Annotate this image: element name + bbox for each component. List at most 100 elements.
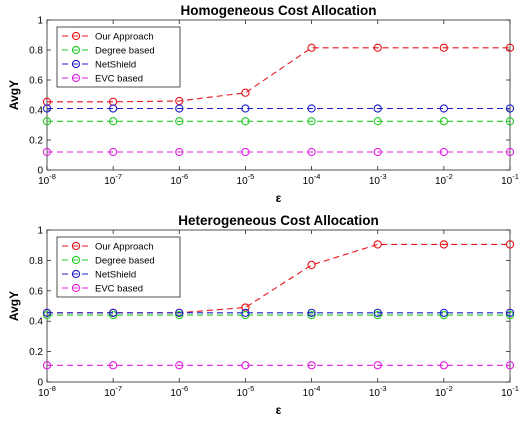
data-point <box>241 117 250 126</box>
data-point <box>307 104 316 113</box>
data-point <box>175 104 184 113</box>
legend-item: Our Approach <box>62 32 154 43</box>
legend-marker <box>71 241 81 251</box>
series-degree-based <box>42 310 515 320</box>
data-point <box>175 308 184 317</box>
legend-label: NetShield <box>95 270 136 281</box>
data-point <box>108 104 118 113</box>
series-netshield <box>42 308 515 317</box>
x-tick-label: 10-2 <box>435 172 453 187</box>
x-tick-label: 10-3 <box>369 384 387 399</box>
data-point <box>439 43 449 52</box>
x-axis-label: ε <box>276 403 282 417</box>
data-point <box>439 240 449 249</box>
y-tick-label: 0.6 <box>29 286 43 297</box>
data-point <box>373 308 382 317</box>
data-point <box>307 308 316 317</box>
y-tick-label: 0.6 <box>29 76 43 87</box>
x-tick-label: 10-2 <box>435 384 453 399</box>
y-tick-label: 1 <box>37 226 43 237</box>
data-point <box>241 310 250 320</box>
data-point <box>108 308 118 317</box>
legend-label: Degree based <box>95 256 155 267</box>
legend-label: NetShield <box>95 60 136 71</box>
data-point <box>439 117 449 126</box>
y-axis-label: AvgY <box>7 291 21 321</box>
data-point <box>505 117 515 126</box>
legend-item: EVC based <box>62 74 143 85</box>
x-tick-label: 10-1 <box>501 172 519 187</box>
data-point <box>42 310 52 320</box>
data-point <box>505 310 515 320</box>
chart-title: Homogeneous Cost Allocation <box>180 3 376 18</box>
data-point <box>307 260 316 270</box>
series-line <box>47 47 510 103</box>
x-tick-label: 10-6 <box>170 384 188 399</box>
data-point <box>439 361 449 370</box>
x-tick-label: 10-4 <box>303 384 321 399</box>
data-point <box>241 147 250 157</box>
y-tick-label: 1 <box>37 16 43 27</box>
data-point <box>307 147 316 157</box>
data-point <box>42 117 52 126</box>
legend-item: Our Approach <box>62 242 154 253</box>
legend-box <box>56 26 181 88</box>
y-tick-label: 0.8 <box>29 256 43 267</box>
legend-marker <box>71 255 81 265</box>
data-point <box>307 361 316 370</box>
data-point <box>108 310 118 320</box>
x-axis-label: ε <box>276 191 282 205</box>
data-point <box>108 361 118 370</box>
x-tick-label: 10-5 <box>237 384 255 399</box>
y-tick-label: 0.2 <box>29 347 43 358</box>
legend-item: NetShield <box>62 270 136 281</box>
y-tick-label: 0 <box>37 166 43 177</box>
legend-marker <box>71 45 81 55</box>
legend-label: Our Approach <box>95 242 154 253</box>
data-point <box>42 361 52 370</box>
y-tick-label: 0.4 <box>29 106 43 117</box>
data-point <box>505 104 515 113</box>
x-tick-label: 10-4 <box>303 172 321 187</box>
legend-item: EVC based <box>62 284 143 295</box>
data-point <box>175 147 184 157</box>
data-point <box>175 310 184 320</box>
data-point <box>307 43 316 52</box>
legend-marker <box>71 283 81 293</box>
data-point <box>307 117 316 126</box>
x-tick-label: 10-1 <box>501 384 519 399</box>
data-point <box>505 361 515 370</box>
y-tick-label: 0.2 <box>29 136 43 147</box>
legend-item: NetShield <box>62 60 136 71</box>
data-point <box>108 147 118 157</box>
legend-label: Our Approach <box>95 32 154 43</box>
data-point <box>42 308 52 317</box>
data-point <box>241 361 250 370</box>
data-point <box>439 308 449 317</box>
chart-title: Heterogeneous Cost Allocation <box>178 213 379 228</box>
legend-marker <box>71 31 81 41</box>
legend-item: Degree based <box>62 256 155 267</box>
data-point <box>373 310 382 320</box>
data-point <box>505 43 515 52</box>
legend-item: Degree based <box>62 46 155 57</box>
data-point <box>373 147 382 157</box>
legend-marker <box>71 73 81 83</box>
chart-panel-2: 0 0.2 0.4 0.6 0.8 1 10-8 10-7 10-6 10-5 10-4 10-3 10… <box>7 213 519 417</box>
data-point <box>307 310 316 320</box>
data-point <box>373 43 382 52</box>
legend-box <box>56 236 181 298</box>
series-line <box>47 243 510 314</box>
data-point <box>505 240 515 249</box>
data-point <box>108 117 118 126</box>
data-point <box>241 104 250 113</box>
series-netshield <box>42 104 515 113</box>
x-tick-label: 10-7 <box>104 172 122 187</box>
x-tick-label: 10-6 <box>170 172 188 187</box>
y-tick-label: 0.8 <box>29 46 43 57</box>
data-point <box>439 104 449 113</box>
data-point <box>439 310 449 320</box>
x-tick-label: 10-5 <box>237 172 255 187</box>
legend-label: Degree based <box>95 46 155 57</box>
